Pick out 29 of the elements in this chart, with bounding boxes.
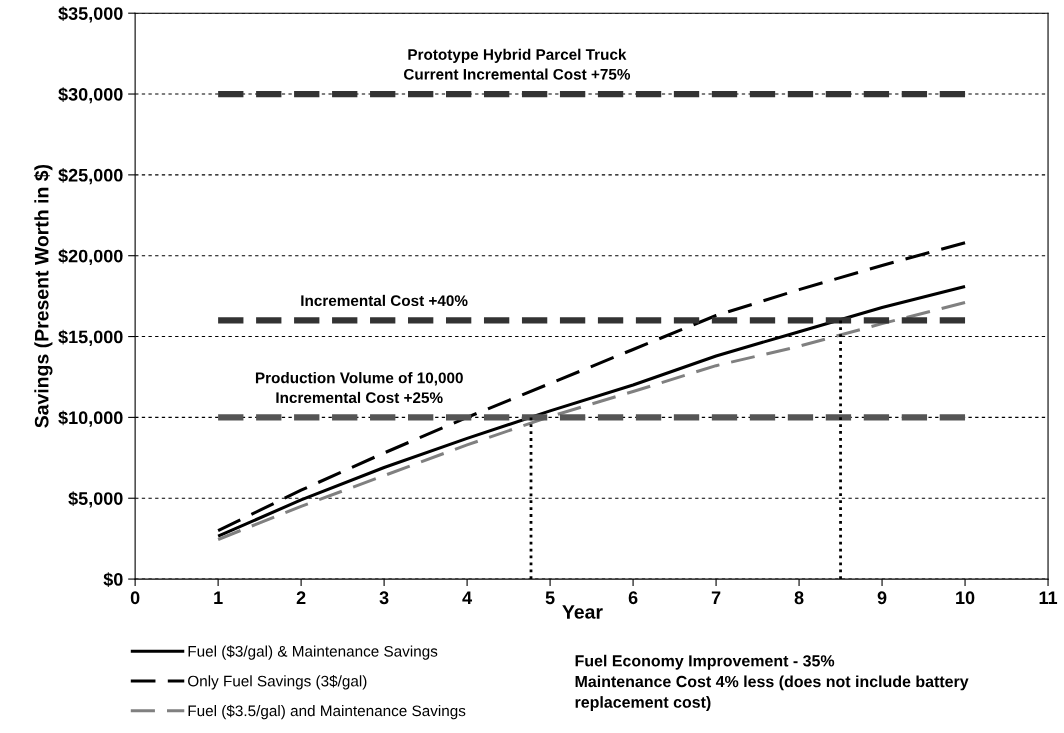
x-tick-label: 8	[794, 591, 804, 605]
x-tick-label: 4	[462, 591, 473, 604]
text: Fuel Economy Improvement - 35% Maintenance Cost 4% less (does not include battery replacement cost)	[575, 654, 969, 712]
x-tick-label: 1	[214, 591, 223, 604]
legend-label: Only Fuel Savings (3$/gal)	[188, 675, 367, 690]
y-tick-label: $0	[103, 572, 123, 587]
y-tick-label: $25,000	[58, 168, 123, 185]
y-tick-label: $35,000	[58, 6, 123, 23]
x-tick-label: 6	[628, 591, 638, 605]
annotation: Prototype Hybrid Parcel Truck Current Incremental Cost +75%	[403, 48, 631, 80]
legend-label: Fuel ($3/gal) & Maintenance Savings	[188, 645, 438, 660]
y-tick-label: $10,000	[58, 410, 123, 427]
y-tick-label: $30,000	[58, 87, 123, 104]
x-axis-title: Year	[562, 605, 603, 619]
x-tick-label: 9	[877, 591, 887, 605]
y-axis-title: Savings (Present Worth in $)	[33, 164, 53, 428]
x-tick-label: 2	[296, 591, 306, 604]
annotation: Production Volume of 10,000 Incremental Cost +25%	[255, 372, 463, 404]
y-tick-label: $20,000	[58, 248, 123, 266]
x-tick-label: 3	[379, 591, 389, 605]
x-tick-label: 5	[545, 591, 555, 605]
legend-label: Fuel ($3.5/gal) and Maintenance Savings	[188, 704, 466, 720]
y-tick-label: $15,000	[58, 329, 123, 346]
x-tick-label: 10	[956, 591, 975, 605]
annotation: Incremental Cost +40%	[301, 294, 468, 307]
x-tick-label: 0	[130, 591, 140, 605]
x-tick-label: 7	[711, 591, 721, 604]
y-tick-label: $5,000	[68, 491, 123, 508]
x-tick-label: 11	[1039, 591, 1058, 604]
